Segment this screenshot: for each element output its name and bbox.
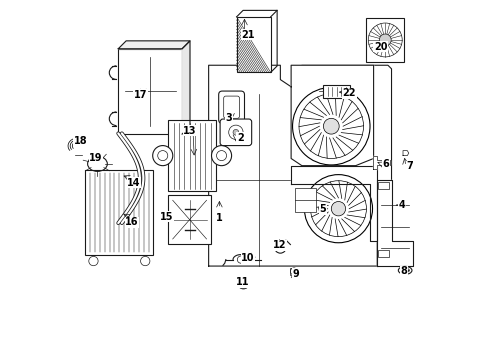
Polygon shape	[376, 180, 412, 266]
Text: 12: 12	[272, 240, 286, 250]
Text: 17: 17	[134, 90, 147, 100]
Circle shape	[211, 145, 231, 166]
Text: 10: 10	[241, 253, 254, 263]
Text: 3: 3	[225, 113, 232, 123]
Bar	[85, 170, 153, 255]
Text: 4: 4	[398, 200, 405, 210]
Text: 16: 16	[125, 217, 139, 227]
FancyBboxPatch shape	[218, 91, 244, 123]
Circle shape	[152, 145, 172, 166]
Ellipse shape	[398, 266, 411, 274]
Text: 11: 11	[236, 277, 249, 287]
Polygon shape	[402, 150, 408, 156]
Bar	[323, 85, 349, 98]
Bar	[294, 188, 316, 212]
Circle shape	[233, 130, 238, 135]
Text: 20: 20	[373, 42, 386, 51]
FancyBboxPatch shape	[220, 119, 251, 145]
Circle shape	[237, 278, 249, 289]
Circle shape	[323, 118, 339, 134]
Bar	[168, 195, 210, 244]
Bar	[236, 17, 270, 72]
Text: 6: 6	[382, 159, 389, 169]
Text: 18: 18	[73, 136, 87, 146]
Bar	[377, 182, 388, 189]
Text: 14: 14	[127, 177, 141, 188]
Circle shape	[277, 245, 282, 250]
Text: 7: 7	[405, 161, 412, 171]
Bar	[377, 250, 388, 257]
Bar	[168, 120, 215, 192]
Polygon shape	[372, 156, 389, 169]
Circle shape	[379, 34, 390, 46]
Bar	[118, 49, 182, 134]
Text: 22: 22	[342, 88, 355, 98]
Text: 2: 2	[236, 133, 243, 143]
FancyBboxPatch shape	[223, 96, 239, 118]
Polygon shape	[182, 41, 190, 134]
Ellipse shape	[400, 268, 408, 273]
Polygon shape	[208, 65, 391, 266]
Polygon shape	[290, 65, 373, 166]
Circle shape	[237, 256, 244, 263]
Text: 5: 5	[319, 204, 325, 215]
Circle shape	[241, 281, 245, 286]
Text: 15: 15	[159, 212, 173, 221]
Text: 21: 21	[241, 30, 254, 40]
Circle shape	[330, 202, 345, 216]
Text: 9: 9	[292, 269, 299, 279]
Polygon shape	[118, 41, 190, 49]
Text: 1: 1	[216, 213, 223, 222]
Polygon shape	[290, 166, 376, 241]
Bar	[366, 18, 403, 62]
Text: 8: 8	[400, 266, 407, 276]
Text: 13: 13	[183, 126, 196, 135]
Bar	[289, 268, 298, 275]
Text: 19: 19	[89, 153, 102, 163]
